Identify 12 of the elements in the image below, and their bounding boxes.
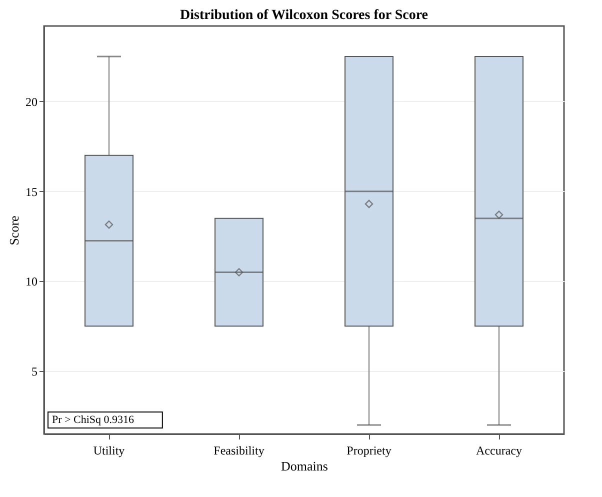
y-tick-label: 5: [32, 364, 38, 379]
annotation: Pr > ChiSq 0.9316: [52, 414, 134, 426]
y-axis-title: Score: [6, 215, 22, 246]
y-tick-label: 15: [26, 184, 38, 199]
x-tick-label: Utility: [93, 444, 125, 458]
x-tick-label: Accuracy: [476, 444, 522, 458]
y-tick-label: 20: [26, 94, 38, 109]
x-tick-label: Propriety: [346, 444, 392, 458]
chart-title: Distribution of Wilcoxon Scores for Score: [180, 8, 428, 23]
y-tick-label: 10: [26, 274, 38, 289]
x-axis-title: Domains: [281, 458, 328, 474]
x-tick-label: Feasibility: [214, 444, 264, 458]
